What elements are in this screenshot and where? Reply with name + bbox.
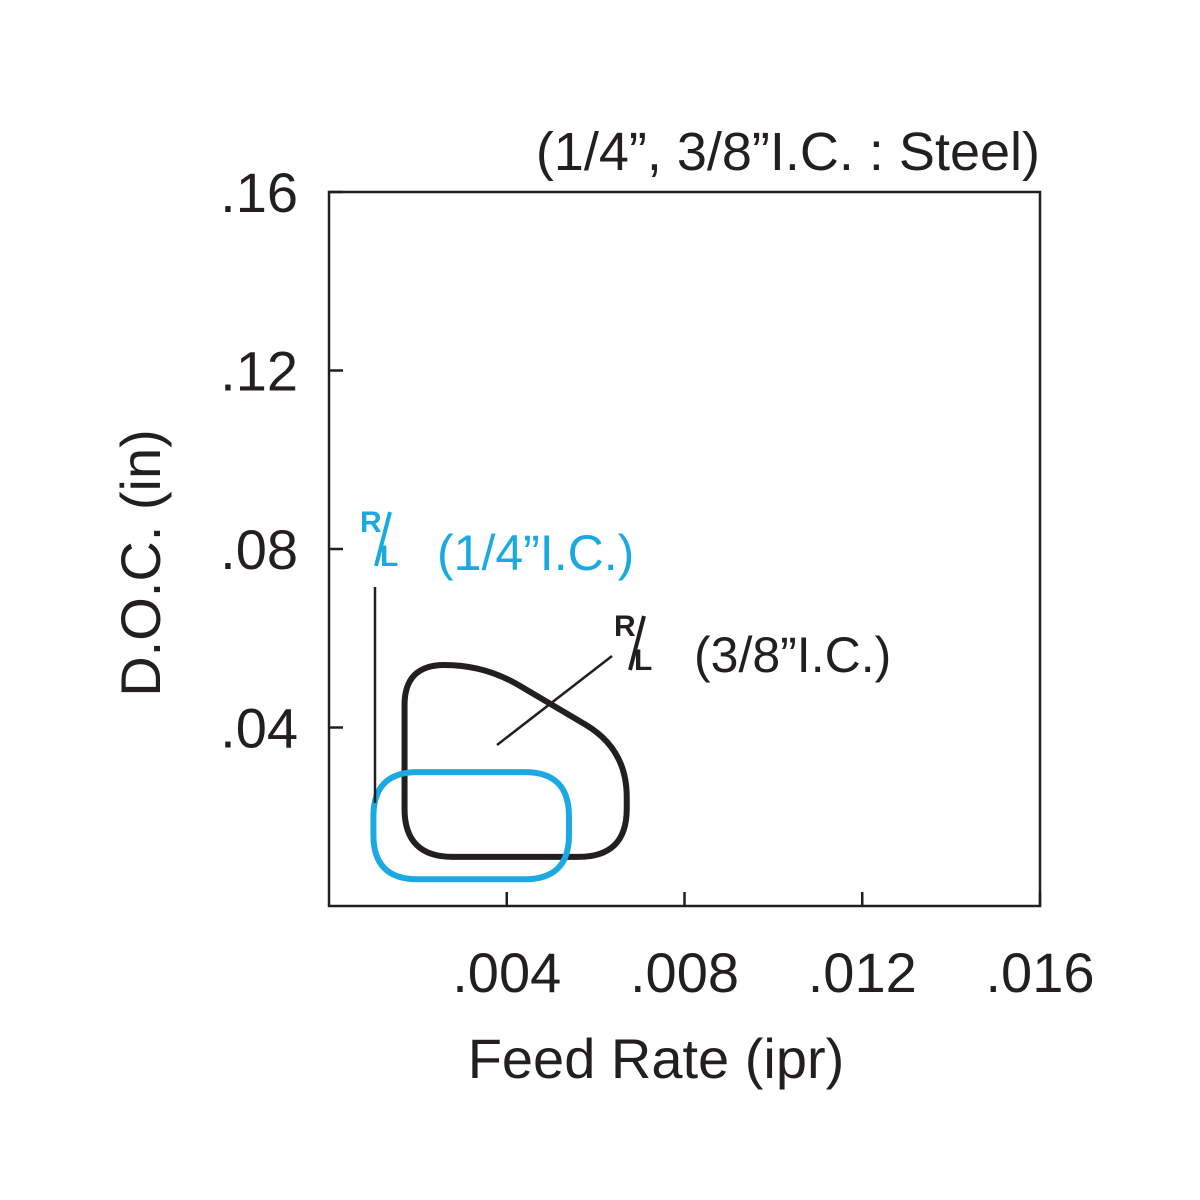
y-axis-title: D.O.C. (in) <box>109 429 172 697</box>
series-label-1-4-ic: (1/4”I.C.) <box>437 525 634 581</box>
rl-glyph-1-4-ic: RL <box>360 506 398 573</box>
x-tick-label: .012 <box>808 941 917 1004</box>
rl-glyph-slash <box>628 615 646 671</box>
x-axis-title: Feed Rate (ipr) <box>468 1027 845 1090</box>
chart-subtitle: (1/4”, 3/8”I.C. : Steel) <box>536 122 1040 182</box>
rl-glyph-r: R <box>360 506 382 539</box>
leader-line-3-8-ic <box>496 655 613 746</box>
x-tick-label: .004 <box>452 941 561 1004</box>
y-tick-label: .16 <box>220 161 298 224</box>
x-tick-label: .016 <box>986 941 1095 1004</box>
y-axis: .04 .08 .12 .16 <box>220 161 343 760</box>
y-tick-label: .12 <box>220 340 298 403</box>
series-labels: RL (3/8”I.C.)RL (1/4”I.C.) <box>360 506 891 803</box>
y-tick-label: .08 <box>220 518 298 581</box>
region-1-4-ic <box>370 769 572 883</box>
x-tick-label: .008 <box>630 941 739 1004</box>
plot-frame <box>327 190 1042 908</box>
rl-glyph-3-8-ic: RL <box>614 610 652 677</box>
rl-glyph-slash <box>374 511 392 567</box>
x-axis: .004 .008 .012 .016 <box>452 892 1095 1004</box>
rl-glyph-l: L <box>380 540 398 573</box>
y-tick-label: .04 <box>220 697 298 760</box>
rl-glyph-r: R <box>614 610 636 643</box>
rl-glyph-l: L <box>634 644 652 677</box>
series-label-3-8-ic: (3/8”I.C.) <box>694 627 891 683</box>
series-regions <box>370 662 630 883</box>
region-3-8-ic <box>401 662 630 860</box>
